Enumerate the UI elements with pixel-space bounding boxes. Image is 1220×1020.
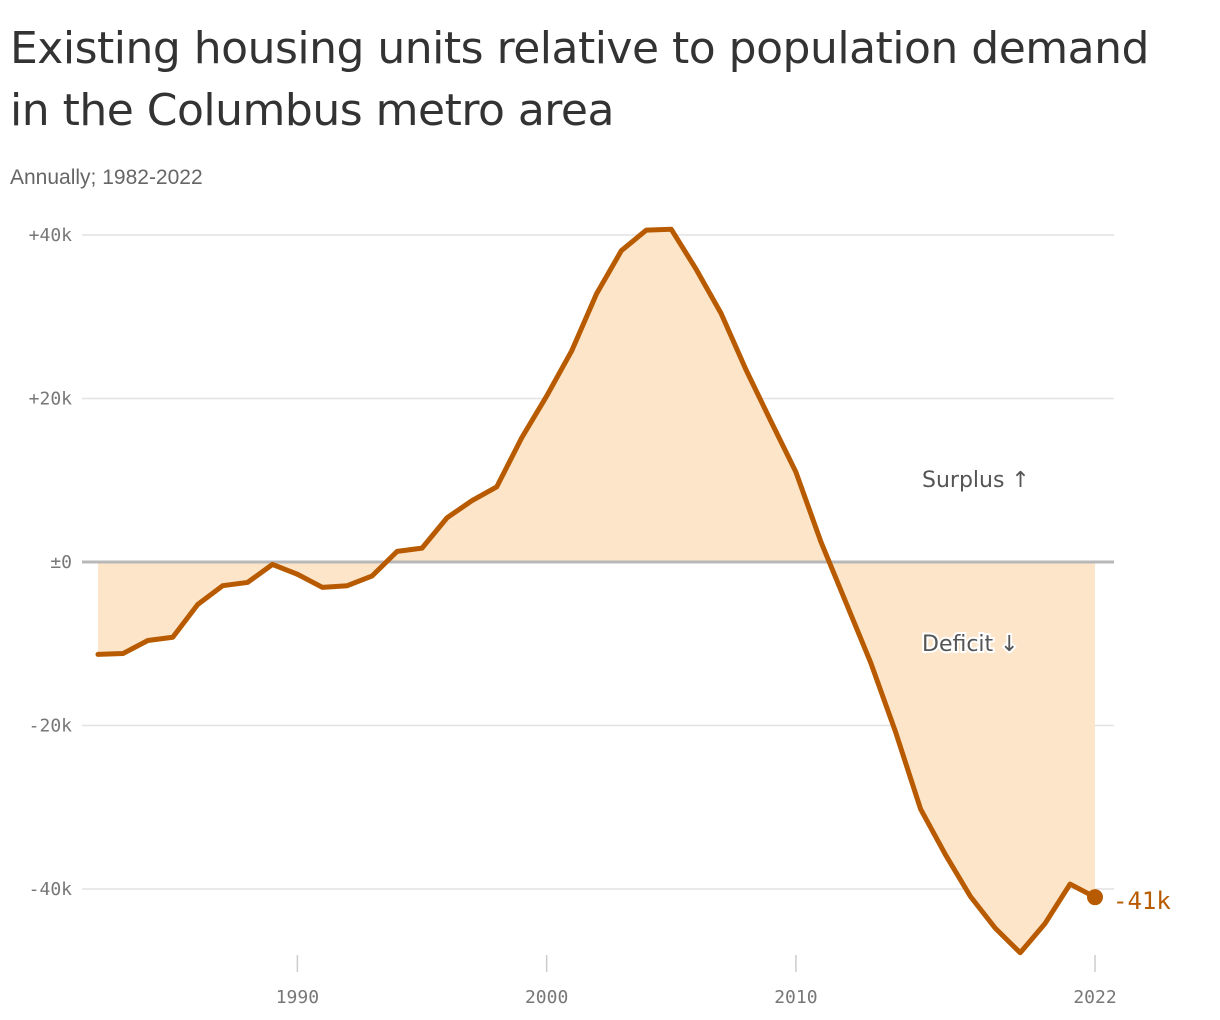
x-axis-ticks: 1990 2000 2010 2022 xyxy=(276,955,1117,1008)
end-value-label: -41k xyxy=(1113,887,1171,915)
x-tick-label: 2022 xyxy=(1073,987,1116,1008)
surplus-annotation: Surplus ↑ xyxy=(922,468,1030,493)
area-layer xyxy=(98,229,1095,953)
line-layer xyxy=(95,226,1098,956)
end-point-marker xyxy=(1087,889,1103,906)
y-tick-label: -20k xyxy=(29,716,73,737)
x-tick-label: 2000 xyxy=(525,987,568,1008)
y-tick-label: +40k xyxy=(29,225,73,246)
chart-title: Existing housing units relative to popul… xyxy=(10,23,1149,136)
y-axis-ticks: +40k +20k ±0 -20k -40k xyxy=(29,225,73,900)
chart-subtitle: Annually; 1982-2022 xyxy=(10,166,203,189)
y-tick-label: ±0 xyxy=(50,552,72,573)
area-fill xyxy=(98,229,1095,953)
y-tick-label: +20k xyxy=(29,389,73,410)
y-tick-label: -40k xyxy=(29,879,73,900)
x-tick-label: 1990 xyxy=(276,987,319,1008)
series-line xyxy=(95,226,1098,956)
x-tick-label: 2010 xyxy=(774,987,817,1008)
deficit-annotation: Deficit ↓ xyxy=(922,632,1019,657)
